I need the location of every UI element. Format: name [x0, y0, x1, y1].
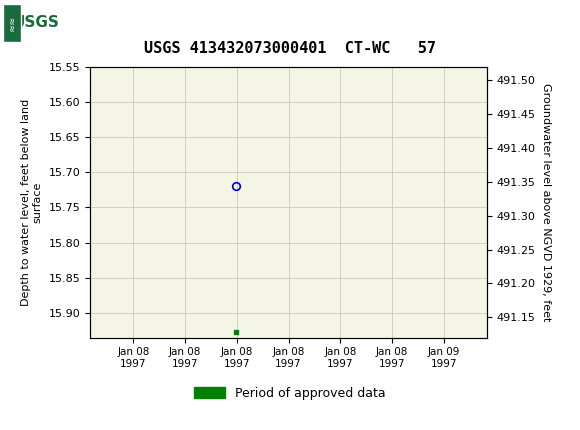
Y-axis label: Depth to water level, feet below land
surface: Depth to water level, feet below land su… [21, 98, 43, 306]
Text: ≈≈: ≈≈ [7, 15, 17, 31]
FancyBboxPatch shape [3, 3, 70, 42]
Legend: Period of approved data: Period of approved data [189, 382, 391, 405]
Y-axis label: Groundwater level above NGVD 1929, feet: Groundwater level above NGVD 1929, feet [542, 83, 552, 321]
Text: USGS 413432073000401  CT-WC   57: USGS 413432073000401 CT-WC 57 [144, 41, 436, 56]
Text: USGS: USGS [13, 15, 60, 30]
FancyBboxPatch shape [3, 3, 21, 42]
